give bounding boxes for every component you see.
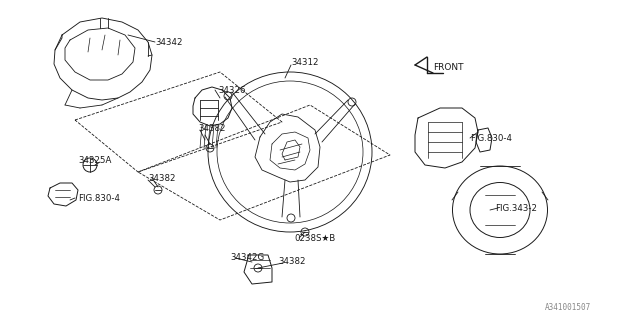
Text: FIG.343-2: FIG.343-2 [495, 204, 537, 212]
Text: 34342: 34342 [155, 37, 182, 46]
Text: 34342G: 34342G [230, 253, 264, 262]
Text: 34382: 34382 [198, 124, 225, 132]
Text: 34382: 34382 [148, 173, 175, 182]
Text: 34382: 34382 [278, 258, 305, 267]
Text: FIG.830-4: FIG.830-4 [470, 133, 512, 142]
Text: A341001507: A341001507 [545, 303, 591, 312]
Text: 34325A: 34325A [78, 156, 111, 164]
Text: 34326: 34326 [218, 85, 246, 94]
Text: 34312: 34312 [291, 58, 319, 67]
Text: FRONT: FRONT [433, 62, 463, 71]
Text: 0238S★B: 0238S★B [294, 234, 335, 243]
Text: FIG.830-4: FIG.830-4 [78, 194, 120, 203]
